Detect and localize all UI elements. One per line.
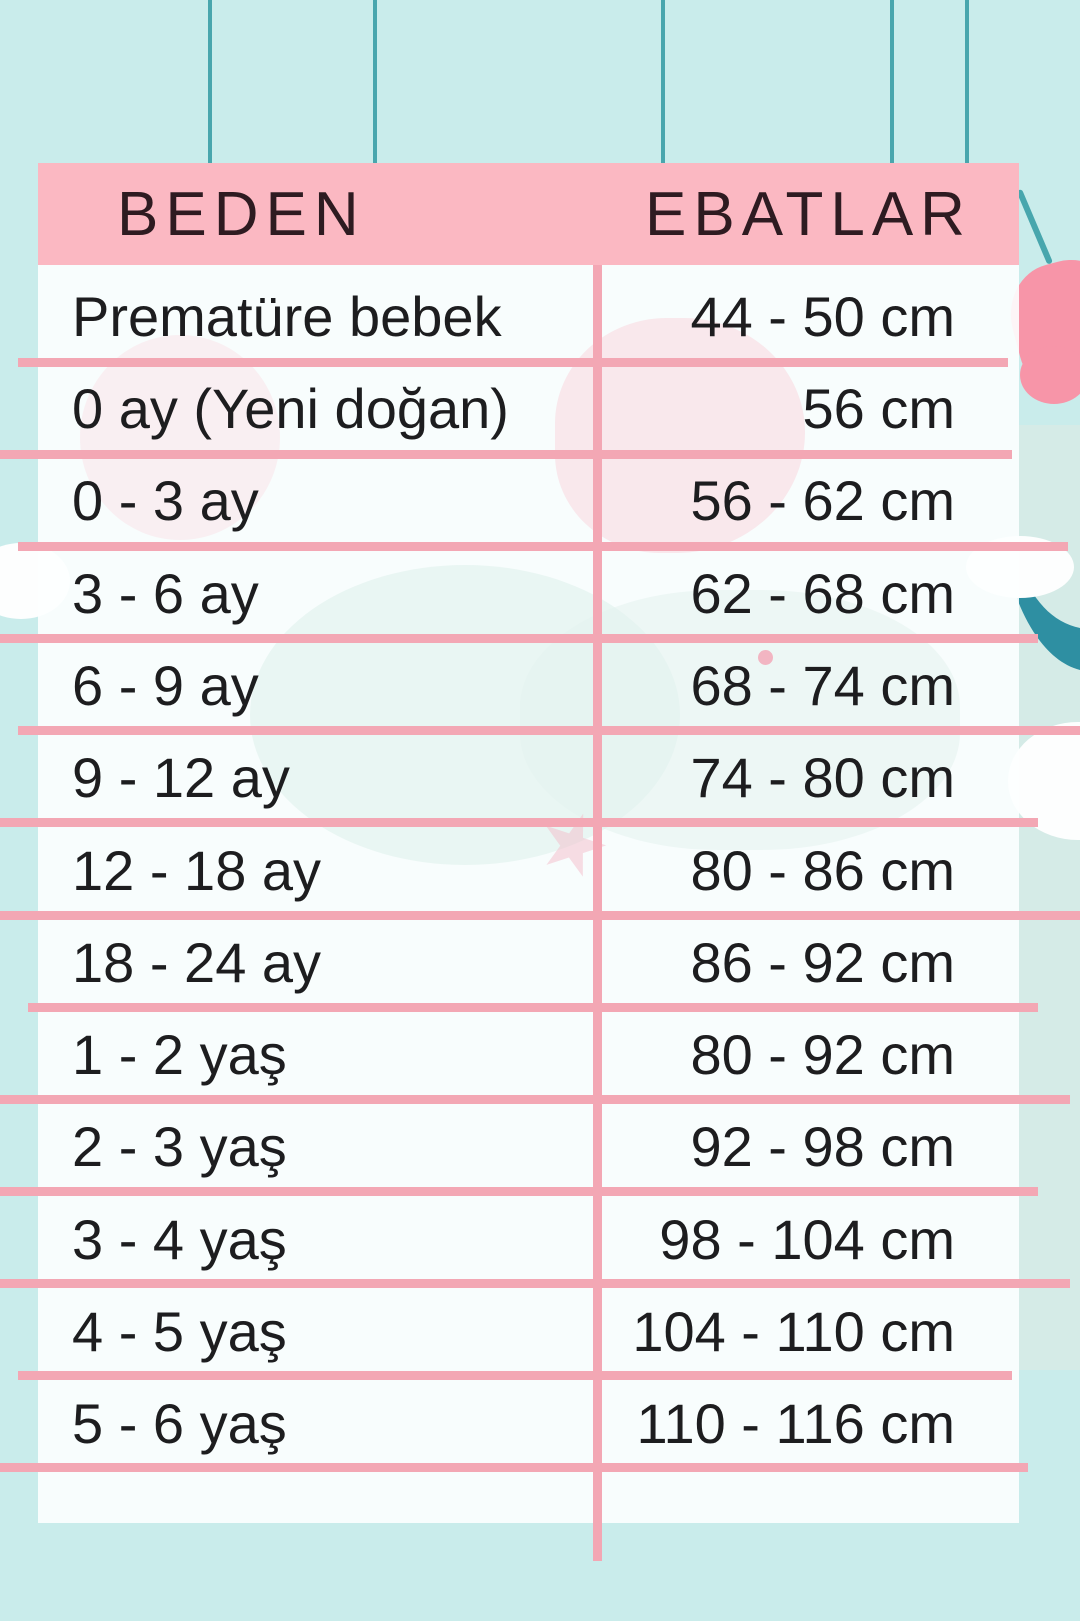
table-row: 5 - 6 yaş 110 - 116 cm (38, 1378, 1019, 1470)
row-separator-line (0, 1095, 1070, 1104)
dimension-cell: 68 - 74 cm (690, 653, 955, 717)
row-separator-line (0, 911, 1080, 920)
row-separator-line (0, 1187, 1038, 1196)
column-divider-line (593, 265, 602, 1561)
dimension-cell: 56 cm (802, 376, 956, 440)
row-separator-line (18, 542, 1068, 551)
row-separator-line (28, 1003, 1038, 1012)
column-header-ebatlar: EBATLAR (645, 179, 972, 249)
table-row: 3 - 6 ay 62 - 68 cm (38, 547, 1019, 639)
row-separator-line (18, 358, 1008, 367)
size-cell: 0 ay (Yeni doğan) (72, 376, 509, 440)
table-row: 18 - 24 ay 86 - 92 cm (38, 916, 1019, 1008)
size-cell: Prematüre bebek (72, 284, 502, 348)
size-cell: 4 - 5 yaş (72, 1300, 287, 1364)
row-separator-line (0, 450, 1012, 459)
table-row: 0 - 3 ay 56 - 62 cm (38, 455, 1019, 547)
dimension-cell: 44 - 50 cm (690, 284, 955, 348)
size-cell: 0 - 3 ay (72, 469, 259, 533)
row-separator-line (0, 818, 1038, 827)
table-row: 0 ay (Yeni doğan) 56 cm (38, 362, 1019, 454)
size-cell: 18 - 24 ay (72, 930, 322, 994)
size-cell: 12 - 18 ay (72, 838, 322, 902)
hanging-string-line (373, 0, 377, 166)
size-cell: 5 - 6 yaş (72, 1392, 287, 1456)
table-row: 4 - 5 yaş 104 - 110 cm (38, 1285, 1019, 1377)
baby-bib-decoration (998, 246, 1080, 414)
table-row: 6 - 9 ay 68 - 74 cm (38, 639, 1019, 731)
size-table: Prematüre bebek 44 - 50 cm 0 ay (Yeni do… (38, 270, 1019, 1470)
table-header: BEDEN EBATLAR (38, 163, 1019, 265)
table-row: 2 - 3 yaş 92 - 98 cm (38, 1101, 1019, 1193)
wave-decoration (1005, 544, 1080, 670)
table-row: 3 - 4 yaş 98 - 104 cm (38, 1193, 1019, 1285)
table-row: 9 - 12 ay 74 - 80 cm (38, 732, 1019, 824)
row-separator-line (18, 1371, 1012, 1380)
row-separator-line (18, 726, 1080, 735)
table-body-background (38, 265, 1019, 1523)
dimension-cell: 110 - 116 cm (636, 1392, 955, 1456)
dimension-cell: 98 - 104 cm (659, 1207, 955, 1271)
size-cell: 3 - 6 ay (72, 561, 259, 625)
size-cell: 3 - 4 yaş (72, 1207, 287, 1271)
table-row: Prematüre bebek 44 - 50 cm (38, 270, 1019, 362)
dimension-cell: 86 - 92 cm (690, 930, 955, 994)
pink-blob-decoration (80, 335, 280, 540)
row-separator-line (0, 1279, 1070, 1288)
row-separator-line (0, 1463, 1028, 1472)
baby-bib-shape (1020, 346, 1080, 404)
dimension-cell: 92 - 98 cm (690, 1115, 955, 1179)
size-cell: 6 - 9 ay (72, 653, 259, 717)
table-row: 12 - 18 ay 80 - 86 cm (38, 824, 1019, 916)
dimension-cell: 80 - 92 cm (690, 1023, 955, 1087)
dimension-cell: 74 - 80 cm (690, 746, 955, 810)
size-cell: 1 - 2 yaş (72, 1023, 287, 1087)
dimension-cell: 56 - 62 cm (690, 469, 955, 533)
hanging-string-line (661, 0, 665, 166)
dimension-cell: 80 - 86 cm (690, 838, 955, 902)
size-cell: 9 - 12 ay (72, 746, 290, 810)
column-header-beden: BEDEN (117, 179, 366, 249)
table-row: 1 - 2 yaş 80 - 92 cm (38, 1009, 1019, 1101)
hanging-string-line (890, 0, 894, 166)
size-cell: 2 - 3 yaş (72, 1115, 287, 1179)
dimension-cell: 104 - 110 cm (632, 1300, 955, 1364)
hanging-string-line (965, 0, 969, 166)
row-separator-line (0, 634, 1038, 643)
dimension-cell: 62 - 68 cm (690, 561, 955, 625)
hanging-string-line (208, 0, 212, 166)
pink-dot-decoration (758, 650, 773, 665)
